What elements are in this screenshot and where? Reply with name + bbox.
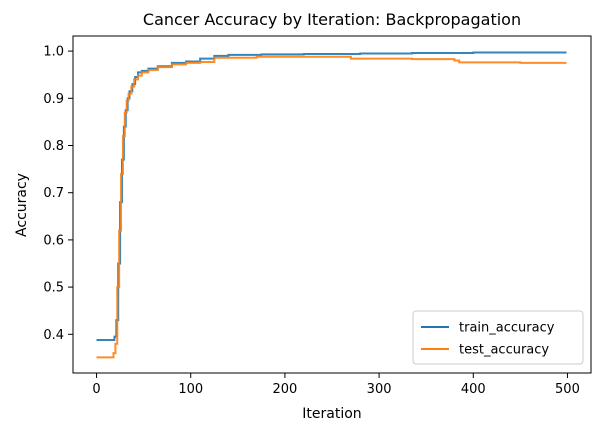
y-axis: 0.4 0.5 0.6 0.7 0.8 0.9 1.0: [43, 45, 73, 343]
series-line-test-accuracy: [96, 55, 567, 359]
y-tick-label: 0.8: [43, 139, 64, 154]
plot-frame: [72, 35, 592, 374]
plot-area: [96, 51, 567, 359]
series-line-train-accuracy: [96, 51, 567, 341]
y-tick-label: 0.6: [43, 233, 64, 248]
x-tick-label: 0: [92, 382, 100, 397]
x-tick-label: 100: [178, 382, 203, 397]
legend-label: test_accuracy: [459, 343, 549, 358]
x-tick-label: 500: [555, 382, 580, 397]
chart-title: Cancer Accuracy by Iteration: Backpropag…: [143, 10, 521, 29]
x-tick-label: 200: [272, 382, 297, 397]
y-tick-label: 0.7: [43, 186, 64, 201]
y-axis-label: Accuracy: [14, 173, 30, 237]
legend: train_accuracy test_accuracy: [412, 310, 584, 365]
y-tick-label: 1.0: [43, 45, 64, 60]
x-axis-label: Iteration: [302, 406, 361, 422]
x-axis: 0 100 200 300 400 500: [92, 373, 580, 397]
legend-box: [412, 310, 584, 365]
y-tick-label: 0.9: [43, 92, 64, 107]
y-tick-label: 0.4: [43, 328, 64, 343]
y-tick-label: 0.5: [43, 281, 64, 296]
x-tick-label: 300: [367, 382, 392, 397]
legend-label: train_accuracy: [459, 321, 555, 336]
x-tick-label: 400: [461, 382, 486, 397]
